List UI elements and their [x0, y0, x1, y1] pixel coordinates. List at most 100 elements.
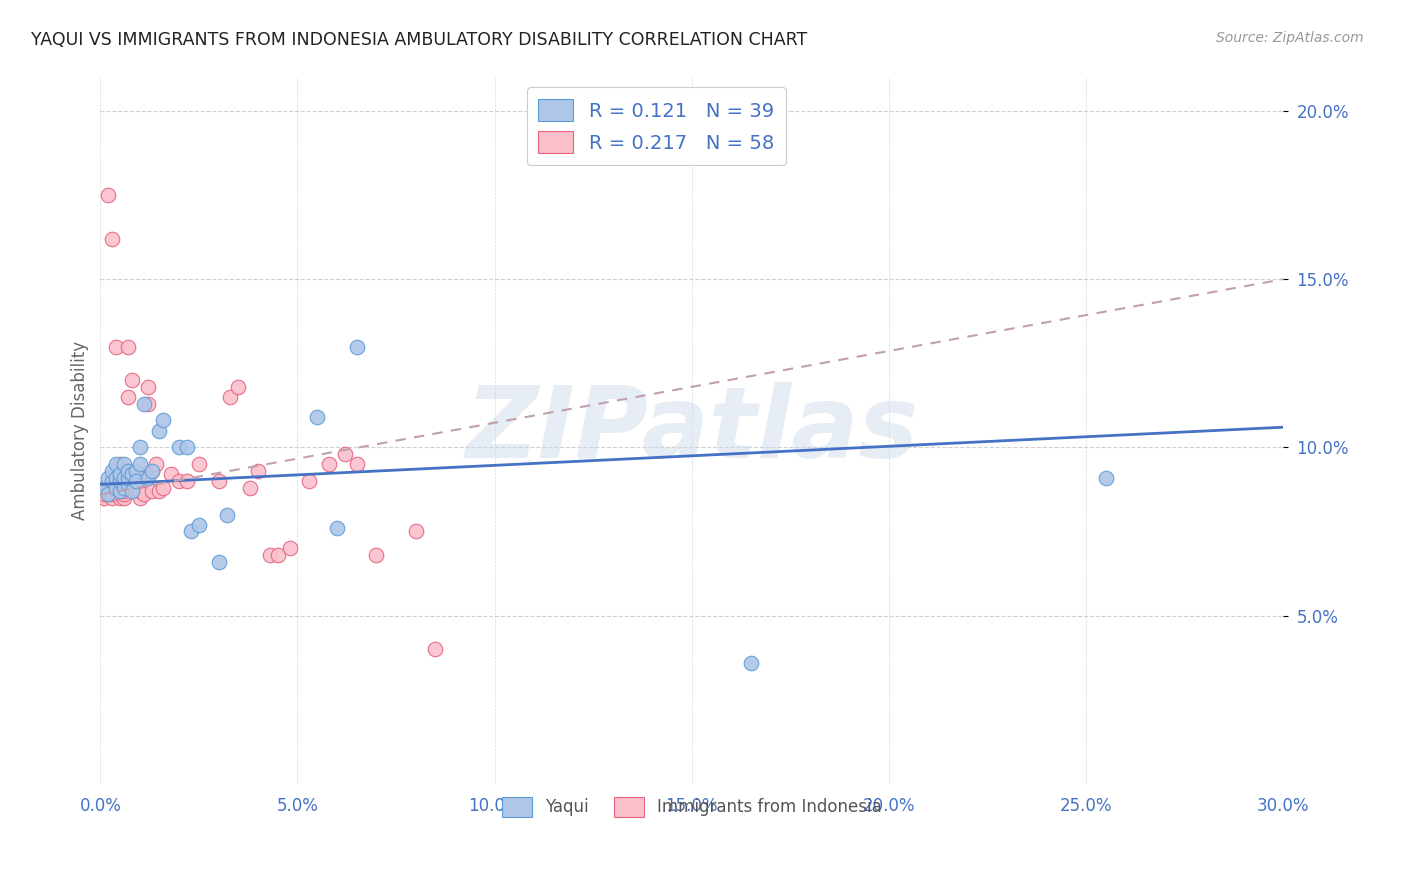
- Point: [187, 457, 209, 471]
- Point: [97, 484, 120, 499]
- Point: [176, 441, 198, 455]
- Point: [108, 484, 131, 499]
- Point: [101, 487, 124, 501]
- Point: [117, 477, 139, 491]
- Point: [405, 524, 427, 539]
- Point: [117, 390, 139, 404]
- Point: [148, 424, 170, 438]
- Point: [93, 487, 115, 501]
- Point: [121, 481, 143, 495]
- Point: [298, 474, 321, 488]
- Point: [105, 471, 128, 485]
- Point: [112, 484, 135, 499]
- Point: [108, 481, 131, 495]
- Point: [259, 548, 281, 562]
- Point: [97, 188, 120, 202]
- Point: [176, 474, 198, 488]
- Point: [215, 508, 238, 522]
- Point: [117, 464, 139, 478]
- Point: [128, 474, 150, 488]
- Point: [187, 517, 209, 532]
- Point: [425, 642, 447, 657]
- Point: [112, 491, 135, 505]
- Point: [108, 474, 131, 488]
- Point: [108, 487, 131, 501]
- Point: [136, 471, 159, 485]
- Point: [132, 397, 155, 411]
- Point: [207, 555, 229, 569]
- Point: [117, 481, 139, 495]
- Point: [167, 474, 190, 488]
- Point: [141, 464, 163, 478]
- Point: [125, 484, 148, 499]
- Point: [333, 447, 356, 461]
- Point: [132, 467, 155, 482]
- Point: [112, 487, 135, 501]
- Point: [97, 487, 120, 501]
- Point: [101, 464, 124, 478]
- Point: [101, 491, 124, 505]
- Point: [136, 397, 159, 411]
- Point: [112, 471, 135, 485]
- Point: [207, 474, 229, 488]
- Point: [112, 481, 135, 495]
- Point: [278, 541, 301, 556]
- Point: [152, 481, 174, 495]
- Point: [1094, 471, 1116, 485]
- Point: [121, 474, 143, 488]
- Point: [105, 487, 128, 501]
- Point: [121, 467, 143, 482]
- Point: [318, 457, 340, 471]
- Point: [105, 339, 128, 353]
- Point: [125, 474, 148, 488]
- Point: [117, 339, 139, 353]
- Point: [101, 232, 124, 246]
- Point: [141, 464, 163, 478]
- Point: [121, 484, 143, 499]
- Point: [97, 487, 120, 501]
- Point: [97, 471, 120, 485]
- Point: [93, 481, 115, 495]
- Point: [93, 491, 115, 505]
- Point: [125, 464, 148, 478]
- Text: Source: ZipAtlas.com: Source: ZipAtlas.com: [1216, 31, 1364, 45]
- Point: [125, 474, 148, 488]
- Legend: Yaqui, Immigrants from Indonesia: Yaqui, Immigrants from Indonesia: [494, 789, 890, 825]
- Point: [160, 467, 183, 482]
- Point: [108, 467, 131, 482]
- Point: [101, 474, 124, 488]
- Point: [117, 474, 139, 488]
- Point: [366, 548, 388, 562]
- Point: [180, 524, 202, 539]
- Point: [346, 457, 368, 471]
- Point: [152, 413, 174, 427]
- Point: [108, 457, 131, 471]
- Point: [105, 484, 128, 499]
- Point: [219, 390, 242, 404]
- Point: [148, 484, 170, 499]
- Point: [307, 410, 329, 425]
- Text: YAQUI VS IMMIGRANTS FROM INDONESIA AMBULATORY DISABILITY CORRELATION CHART: YAQUI VS IMMIGRANTS FROM INDONESIA AMBUL…: [31, 31, 807, 49]
- Point: [167, 441, 190, 455]
- Point: [136, 380, 159, 394]
- Point: [128, 441, 150, 455]
- Point: [247, 464, 270, 478]
- Point: [740, 656, 762, 670]
- Point: [228, 380, 250, 394]
- Y-axis label: Ambulatory Disability: Ambulatory Disability: [72, 341, 89, 520]
- Point: [105, 457, 128, 471]
- Point: [128, 491, 150, 505]
- Point: [326, 521, 349, 535]
- Point: [121, 373, 143, 387]
- Point: [141, 484, 163, 499]
- Point: [132, 487, 155, 501]
- Point: [112, 457, 135, 471]
- Point: [346, 339, 368, 353]
- Point: [108, 491, 131, 505]
- Point: [145, 457, 167, 471]
- Point: [239, 481, 262, 495]
- Text: ZIPatlas: ZIPatlas: [465, 382, 918, 479]
- Point: [117, 471, 139, 485]
- Point: [128, 457, 150, 471]
- Point: [105, 481, 128, 495]
